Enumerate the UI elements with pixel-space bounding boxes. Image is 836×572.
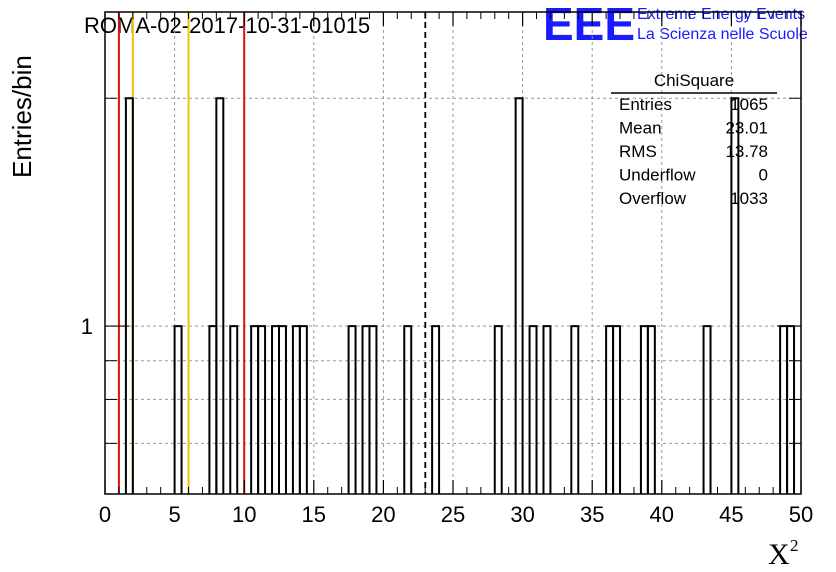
histogram-bin: [298, 325, 308, 494]
x-tick-label: 50: [789, 502, 813, 527]
histogram-bin: [173, 325, 183, 494]
chart-title: ROMA-02-2017-10-31-01015: [84, 13, 370, 38]
y-tick-labels: 1: [81, 314, 93, 339]
logo-line-2: La Scienza nelle Scuole: [637, 26, 808, 43]
histogram-bin: [368, 325, 378, 494]
histogram-bin: [403, 325, 413, 494]
stats-label: Mean: [619, 119, 662, 138]
x-axis-label-superscript: 2: [790, 536, 799, 555]
histogram-bin: [208, 325, 218, 494]
histogram: [124, 97, 796, 494]
histogram-bin: [612, 325, 622, 494]
stats-label: Entries: [619, 95, 672, 114]
histogram-bin: [514, 97, 524, 494]
stats-box: ChiSquare Entries 1065 Mean 23.01 RMS 13.78 Un…: [611, 71, 777, 208]
eee-logo: EEE Extreme Energy Events La Scienza nel…: [543, 0, 808, 50]
histogram-bin: [542, 325, 552, 494]
stats-rows: Entries 1065 Mean 23.01 RMS 13.78 Underflow 0 Ov…: [619, 95, 768, 208]
x-tick-labels: 0 5 10 15 20 25 30 35 40 45 50: [99, 502, 813, 527]
histogram-bin: [250, 325, 260, 494]
x-axis-label-main: X: [768, 538, 790, 571]
histogram-bin: [786, 325, 796, 494]
histogram-bin: [291, 325, 301, 494]
stats-value: 1033: [730, 189, 768, 208]
histogram-bin: [257, 325, 267, 494]
histogram-bin: [361, 325, 371, 494]
x-axis-label: X 2: [768, 536, 799, 571]
x-tick-label: 0: [99, 502, 111, 527]
histogram-bin: [215, 97, 225, 494]
histogram-bin: [124, 97, 134, 494]
histogram-bin: [431, 325, 441, 494]
x-tick-label: 45: [719, 502, 743, 527]
histogram-bin: [528, 325, 538, 494]
histogram-bin: [229, 325, 239, 494]
histogram-bin: [646, 325, 656, 494]
x-tick-label: 10: [232, 502, 256, 527]
histogram-bin: [702, 325, 712, 494]
stats-value: 23.01: [725, 119, 768, 138]
logo-mark: EEE: [543, 0, 635, 50]
stats-title: ChiSquare: [654, 71, 734, 90]
histogram-bin: [271, 325, 280, 494]
histogram-bin: [779, 325, 789, 494]
x-tick-label: 35: [580, 502, 604, 527]
y-tick-label: 1: [81, 314, 93, 339]
y-axis-label: Entries/bin: [7, 55, 37, 178]
x-tick-label: 40: [650, 502, 674, 527]
axis-ticks: [104, 12, 802, 494]
x-tick-label: 25: [441, 502, 465, 527]
histogram-bin: [278, 325, 287, 494]
stats-label: RMS: [619, 142, 657, 161]
histogram-bin: [570, 325, 580, 494]
histogram-bin: [730, 97, 740, 494]
histogram-bin: [493, 325, 503, 494]
x-tick-label: 5: [168, 502, 180, 527]
stats-value: 1065: [730, 95, 768, 114]
stats-value: 0: [759, 166, 768, 185]
logo-line-1: Extreme Energy Events: [637, 6, 805, 23]
histogram-bin: [639, 325, 649, 494]
x-tick-label: 15: [302, 502, 326, 527]
stats-label: Overflow: [619, 189, 687, 208]
stats-value: 13.78: [725, 142, 768, 161]
x-tick-label: 30: [510, 502, 534, 527]
stats-label: Underflow: [619, 166, 696, 185]
histogram-bin: [347, 325, 357, 494]
histogram-bin: [605, 325, 615, 494]
x-tick-label: 20: [371, 502, 395, 527]
